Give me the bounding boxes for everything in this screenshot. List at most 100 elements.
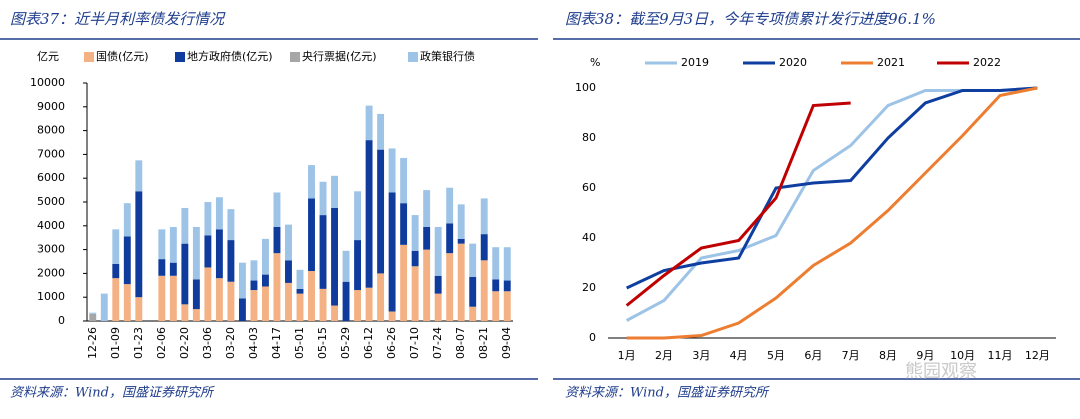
bar bbox=[285, 224, 292, 261]
bar bbox=[354, 240, 362, 291]
bar bbox=[423, 190, 431, 227]
x-tick-label: 9月 bbox=[916, 349, 934, 362]
y-tick-label: 80 bbox=[582, 131, 596, 144]
bar bbox=[411, 266, 419, 321]
bar bbox=[262, 274, 269, 287]
x-tick-label: 01-23 bbox=[132, 327, 145, 359]
bar bbox=[192, 279, 200, 310]
x-tick-label: 07-10 bbox=[408, 327, 421, 359]
x-tick-label: 08-07 bbox=[454, 327, 467, 359]
bar bbox=[123, 236, 131, 285]
y-tick-label: 20 bbox=[582, 281, 596, 294]
bar bbox=[342, 250, 350, 282]
x-tick-label: 02-20 bbox=[178, 327, 191, 359]
bar bbox=[250, 280, 258, 291]
line bbox=[625, 101, 851, 307]
x-tick-label: 02-06 bbox=[155, 327, 168, 359]
x-tick-label: 3月 bbox=[692, 349, 710, 362]
bar bbox=[492, 247, 500, 280]
bar bbox=[434, 293, 442, 321]
bar bbox=[319, 288, 327, 321]
bar bbox=[204, 267, 212, 321]
y-tick-label: 5000 bbox=[37, 195, 65, 208]
y-tick-label: 60 bbox=[582, 181, 596, 194]
bar bbox=[296, 293, 304, 321]
bar bbox=[354, 290, 362, 321]
y-axis-label: % bbox=[590, 56, 600, 69]
bar bbox=[308, 165, 315, 199]
chart-title: 图表38：截至9月3日，今年专项债累计发行进度96.1% bbox=[565, 10, 936, 28]
legend-swatch bbox=[290, 52, 300, 62]
x-tick-label: 6月 bbox=[804, 349, 822, 362]
legend-label: 地方政府债(亿元) bbox=[187, 49, 273, 63]
bar bbox=[112, 263, 120, 279]
x-tick-label: 2月 bbox=[655, 349, 673, 362]
x-tick-label: 12月 bbox=[1025, 349, 1050, 362]
bar bbox=[250, 290, 258, 321]
bar bbox=[158, 229, 166, 260]
legend-label: 政策银行债 bbox=[420, 49, 475, 63]
bar bbox=[215, 229, 223, 279]
bar bbox=[331, 207, 338, 306]
bar bbox=[181, 304, 189, 321]
bar bbox=[503, 291, 511, 321]
bar bbox=[342, 281, 350, 321]
x-tick-label: 06-26 bbox=[385, 327, 398, 359]
legend-label: 央行票据(亿元) bbox=[302, 49, 377, 63]
x-tick-label: 12-26 bbox=[86, 327, 99, 359]
bar bbox=[503, 247, 511, 281]
line bbox=[626, 86, 1038, 340]
x-tick-label: 04-17 bbox=[270, 327, 283, 359]
legend-label: 2020 bbox=[779, 56, 807, 69]
bar bbox=[331, 175, 338, 208]
y-tick-label: 0 bbox=[589, 331, 596, 344]
bar bbox=[262, 238, 269, 275]
bar bbox=[89, 313, 97, 321]
y-axis-label: 亿元 bbox=[37, 50, 59, 63]
bar bbox=[89, 312, 97, 314]
bar bbox=[169, 275, 177, 321]
bar bbox=[215, 197, 223, 230]
bar bbox=[503, 280, 511, 292]
bar bbox=[250, 260, 258, 281]
bar bbox=[434, 226, 442, 276]
y-tick-label: 0 bbox=[58, 314, 65, 327]
y-tick-label: 100 bbox=[575, 81, 596, 94]
bar bbox=[388, 192, 396, 312]
x-tick-label: 11月 bbox=[988, 349, 1013, 362]
x-tick-label: 06-12 bbox=[362, 327, 375, 359]
bar bbox=[446, 223, 454, 254]
bar bbox=[480, 198, 488, 235]
bar bbox=[365, 287, 373, 321]
bar bbox=[480, 260, 488, 321]
bar bbox=[273, 253, 281, 321]
x-tick-label: 01-09 bbox=[109, 327, 122, 359]
bar bbox=[227, 209, 235, 241]
legend-swatch bbox=[175, 52, 185, 62]
legend-swatch bbox=[408, 52, 418, 62]
bar bbox=[377, 273, 385, 321]
x-tick-label: 03-06 bbox=[201, 327, 214, 359]
bar bbox=[112, 278, 120, 321]
bar bbox=[308, 198, 315, 272]
source: 资料来源：Wind，国盛证券研究所 bbox=[565, 385, 770, 401]
x-tick-label: 09-04 bbox=[500, 327, 513, 359]
bar bbox=[331, 305, 338, 321]
y-tick-label: 2000 bbox=[37, 266, 65, 279]
x-tick-label: 8月 bbox=[879, 349, 897, 362]
bar bbox=[123, 203, 131, 237]
bar bbox=[423, 226, 431, 250]
bar bbox=[296, 269, 304, 289]
bar bbox=[192, 226, 200, 280]
bar bbox=[273, 192, 281, 227]
bar bbox=[457, 238, 465, 244]
y-tick-label: 8000 bbox=[37, 124, 65, 137]
bar bbox=[169, 226, 177, 263]
bar bbox=[365, 105, 373, 141]
y-tick-label: 40 bbox=[582, 231, 596, 244]
legend-swatch bbox=[84, 52, 94, 62]
x-tick-label: 07-24 bbox=[431, 327, 444, 359]
bar bbox=[377, 149, 385, 274]
bar bbox=[135, 191, 143, 298]
